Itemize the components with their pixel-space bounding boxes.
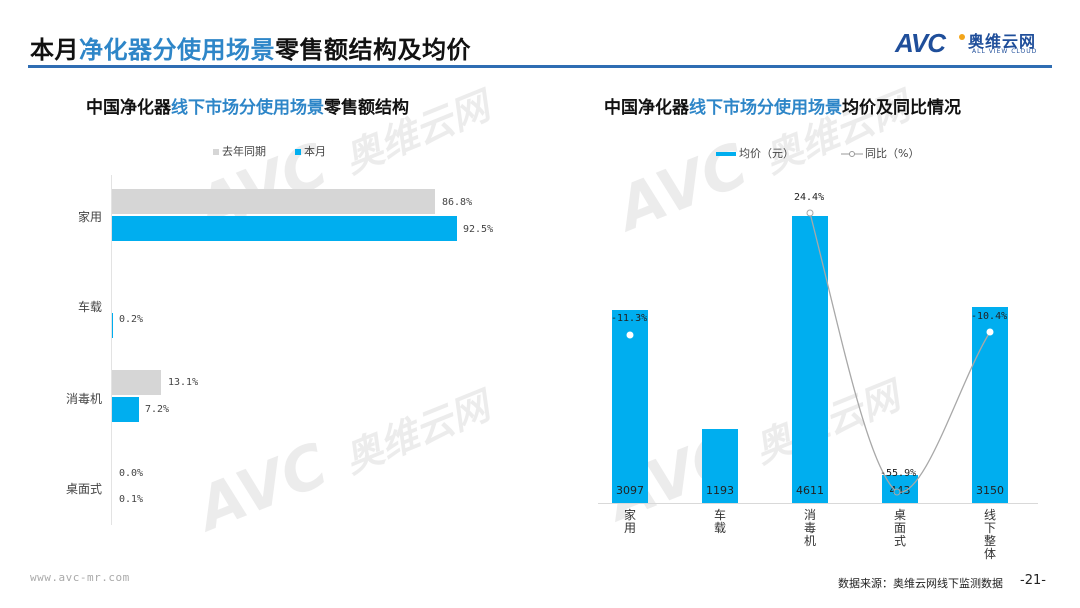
- left-chart-axis: [111, 175, 112, 525]
- bar-value: 3097: [616, 484, 644, 497]
- bar-value: 92.5%: [463, 224, 494, 235]
- legend-swatch-blue-icon: [295, 149, 301, 155]
- legend-item-last-year: 去年同期: [222, 145, 266, 158]
- bar-avg-price-overall: [972, 307, 1008, 503]
- x-axis: [598, 503, 1038, 504]
- legend-swatch-grey-icon: [213, 149, 219, 155]
- logo-cn-text: 奥维云网: [968, 32, 1037, 51]
- legend-item-yoy: 同比（%）: [865, 147, 920, 160]
- bar-value: 4611: [796, 484, 824, 497]
- bar-avg-price-car: [702, 429, 738, 503]
- category-label: 消毒机: [65, 392, 102, 406]
- bar-this-month-car: [112, 313, 113, 338]
- title-divider: [28, 65, 1052, 68]
- bar-value: 0.0%: [119, 468, 144, 479]
- logo-en-text: ALL VIEW CLOUD: [972, 48, 1038, 55]
- right-chart-legend: 均价（元） 同比（%）: [716, 145, 919, 161]
- right-chart-title: 中国净化器线下市场分使用场景均价及同比情况: [604, 98, 961, 118]
- data-source: 数据来源：奥维云网线下监测数据: [838, 577, 1003, 590]
- title-part-3: 零售额结构及均价: [275, 36, 471, 64]
- bar-value: 86.8%: [442, 197, 473, 208]
- x-category-label: 家用: [623, 508, 636, 535]
- bar-this-month-home: [112, 216, 457, 241]
- title-part-1: 本月: [30, 36, 79, 64]
- title-part-2-highlight: 净化器分使用场景: [79, 36, 275, 64]
- bar-value: 3150: [976, 484, 1004, 497]
- category-label: 车载: [77, 300, 102, 314]
- bar-last-year-home: [112, 189, 435, 214]
- footer-url: www.avc-mr.com: [30, 571, 130, 584]
- left-chart-legend: 去年同期 本月: [213, 143, 326, 159]
- left-chart-title: 中国净化器线下市场分使用场景零售额结构: [86, 98, 409, 118]
- logo-mark: AVC: [895, 28, 946, 58]
- bar-value: 0.2%: [119, 314, 144, 325]
- bar-value: 0.1%: [119, 494, 144, 505]
- yoy-value: 24.4%: [794, 192, 825, 203]
- yoy-value: -11.3%: [611, 313, 648, 324]
- logo-dot-icon: [959, 34, 965, 40]
- category-label: 桌面式: [65, 482, 102, 496]
- bar-value: 1193: [706, 484, 734, 497]
- yoy-value: -10.4%: [971, 311, 1008, 322]
- bar-avg-price-desktop: [882, 475, 918, 503]
- avc-logo: AVC 奥维云网 ALL VIEW CLOUD: [895, 28, 1055, 58]
- x-category-label: 桌面式: [893, 508, 906, 548]
- x-category-label: 车载: [713, 508, 726, 535]
- x-category-label: 消毒机: [803, 508, 816, 548]
- legend-item-this-month: 本月: [304, 145, 326, 158]
- bar-value: 7.2%: [145, 404, 170, 415]
- page-number: -21-: [1020, 573, 1046, 588]
- category-label: 家用: [77, 210, 102, 224]
- page-title: 本月净化器分使用场景零售额结构及均价: [30, 30, 471, 65]
- bar-avg-price-home: [612, 310, 648, 503]
- yoy-value: -55.9%: [880, 468, 917, 479]
- bar-value: 13.1%: [168, 377, 199, 388]
- legend-bar-swatch-icon: [716, 152, 736, 156]
- bar-last-year-sterilizer: [112, 370, 161, 395]
- bar-this-month-sterilizer: [112, 397, 139, 422]
- x-category-label: 线下整体: [983, 508, 996, 561]
- legend-item-avg-price: 均价（元）: [739, 147, 794, 160]
- legend-line-marker-icon: [841, 151, 863, 157]
